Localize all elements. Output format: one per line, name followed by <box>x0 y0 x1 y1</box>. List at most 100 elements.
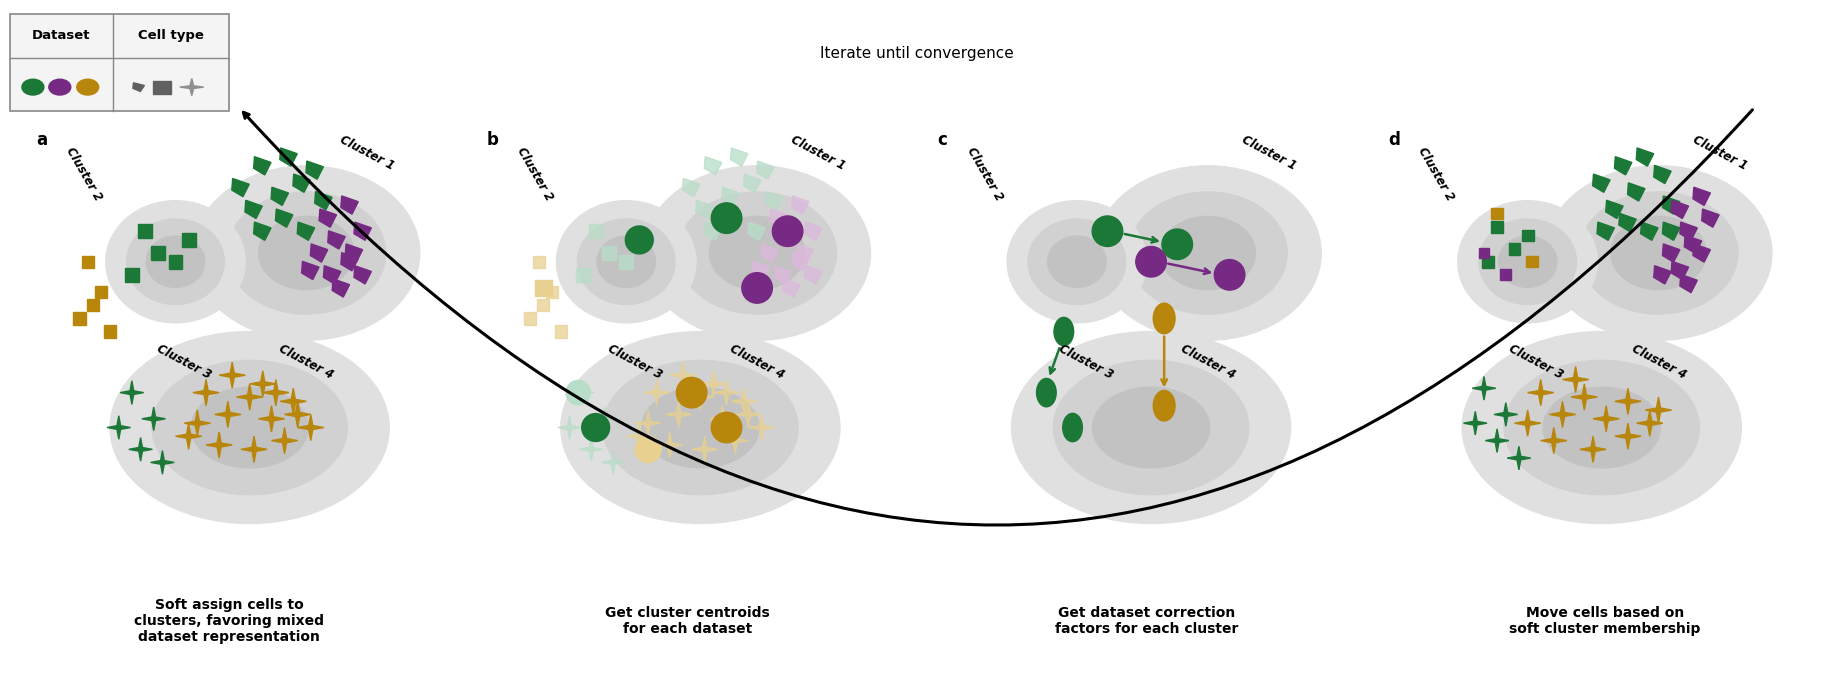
Polygon shape <box>1597 222 1614 240</box>
Polygon shape <box>730 148 748 166</box>
Polygon shape <box>1594 406 1619 432</box>
Polygon shape <box>602 451 625 474</box>
Text: Cluster 3: Cluster 3 <box>1056 342 1115 382</box>
Polygon shape <box>345 244 363 262</box>
Ellipse shape <box>644 166 871 341</box>
Ellipse shape <box>642 387 759 468</box>
Text: c: c <box>937 131 946 149</box>
Bar <box>95 286 108 299</box>
Polygon shape <box>240 436 268 463</box>
Polygon shape <box>1607 200 1623 218</box>
Text: Cluster 4: Cluster 4 <box>728 342 787 382</box>
Polygon shape <box>271 187 288 205</box>
Ellipse shape <box>1542 387 1660 468</box>
Polygon shape <box>1654 165 1671 184</box>
Polygon shape <box>301 261 319 280</box>
Polygon shape <box>743 174 761 193</box>
Ellipse shape <box>1458 201 1597 322</box>
Text: Cluster 1: Cluster 1 <box>337 133 396 172</box>
Bar <box>1509 243 1520 255</box>
Polygon shape <box>249 371 275 397</box>
Circle shape <box>625 226 653 254</box>
Bar <box>169 255 183 269</box>
Polygon shape <box>354 266 370 284</box>
Circle shape <box>77 79 99 95</box>
Polygon shape <box>805 266 822 284</box>
Ellipse shape <box>1154 390 1176 421</box>
Polygon shape <box>778 231 796 249</box>
Polygon shape <box>237 384 262 410</box>
Ellipse shape <box>1462 332 1742 524</box>
Ellipse shape <box>1093 387 1210 468</box>
Polygon shape <box>1473 376 1497 400</box>
Text: Cluster 1: Cluster 1 <box>789 133 847 172</box>
Ellipse shape <box>1047 236 1106 288</box>
Polygon shape <box>306 161 323 179</box>
Polygon shape <box>315 191 332 210</box>
Circle shape <box>50 79 72 95</box>
Polygon shape <box>215 401 240 427</box>
Polygon shape <box>558 416 581 439</box>
Polygon shape <box>761 244 778 262</box>
Polygon shape <box>1541 427 1566 454</box>
Polygon shape <box>176 423 202 450</box>
Polygon shape <box>1693 244 1711 262</box>
Text: b: b <box>486 131 499 149</box>
Ellipse shape <box>596 236 655 288</box>
Ellipse shape <box>1154 303 1176 334</box>
Polygon shape <box>748 415 774 440</box>
Polygon shape <box>805 222 822 240</box>
Circle shape <box>712 413 741 443</box>
Polygon shape <box>246 200 262 218</box>
Bar <box>602 246 616 260</box>
Ellipse shape <box>227 192 385 314</box>
Polygon shape <box>328 231 345 249</box>
Polygon shape <box>1614 156 1632 175</box>
Text: Cluster 3: Cluster 3 <box>605 342 664 382</box>
Polygon shape <box>1645 397 1671 423</box>
Text: Get cluster centroids
for each dataset: Get cluster centroids for each dataset <box>605 606 770 637</box>
Polygon shape <box>748 222 765 240</box>
Polygon shape <box>323 266 341 284</box>
Ellipse shape <box>1498 236 1557 288</box>
Circle shape <box>1163 229 1192 260</box>
Ellipse shape <box>1062 413 1082 442</box>
Polygon shape <box>259 406 284 432</box>
Ellipse shape <box>603 360 798 495</box>
Bar <box>73 313 86 325</box>
Bar <box>1500 269 1511 281</box>
Polygon shape <box>644 380 669 406</box>
Polygon shape <box>691 436 717 463</box>
Polygon shape <box>704 156 723 175</box>
Polygon shape <box>297 415 325 440</box>
Polygon shape <box>1486 429 1509 452</box>
Bar <box>1491 208 1502 219</box>
Polygon shape <box>666 401 691 427</box>
Ellipse shape <box>1544 166 1772 341</box>
Bar <box>1522 230 1533 242</box>
Polygon shape <box>1636 410 1663 436</box>
Text: Dataset: Dataset <box>33 29 90 42</box>
Polygon shape <box>297 222 315 240</box>
Ellipse shape <box>1579 192 1739 314</box>
Polygon shape <box>752 261 770 280</box>
Text: Iterate until convergence: Iterate until convergence <box>820 46 1014 61</box>
Polygon shape <box>1627 183 1645 201</box>
Polygon shape <box>726 209 743 228</box>
Bar <box>589 224 603 238</box>
Ellipse shape <box>1007 201 1146 322</box>
Polygon shape <box>141 407 165 431</box>
Bar <box>182 233 196 247</box>
Polygon shape <box>1671 261 1689 280</box>
Polygon shape <box>1550 401 1575 427</box>
Ellipse shape <box>147 236 205 288</box>
Text: Cluster 4: Cluster 4 <box>277 342 336 382</box>
Bar <box>1478 248 1489 258</box>
Polygon shape <box>657 432 682 458</box>
Bar <box>536 280 552 296</box>
Polygon shape <box>688 384 713 410</box>
Polygon shape <box>732 388 757 415</box>
Ellipse shape <box>1053 360 1249 495</box>
Polygon shape <box>1680 222 1696 240</box>
Polygon shape <box>284 401 310 427</box>
